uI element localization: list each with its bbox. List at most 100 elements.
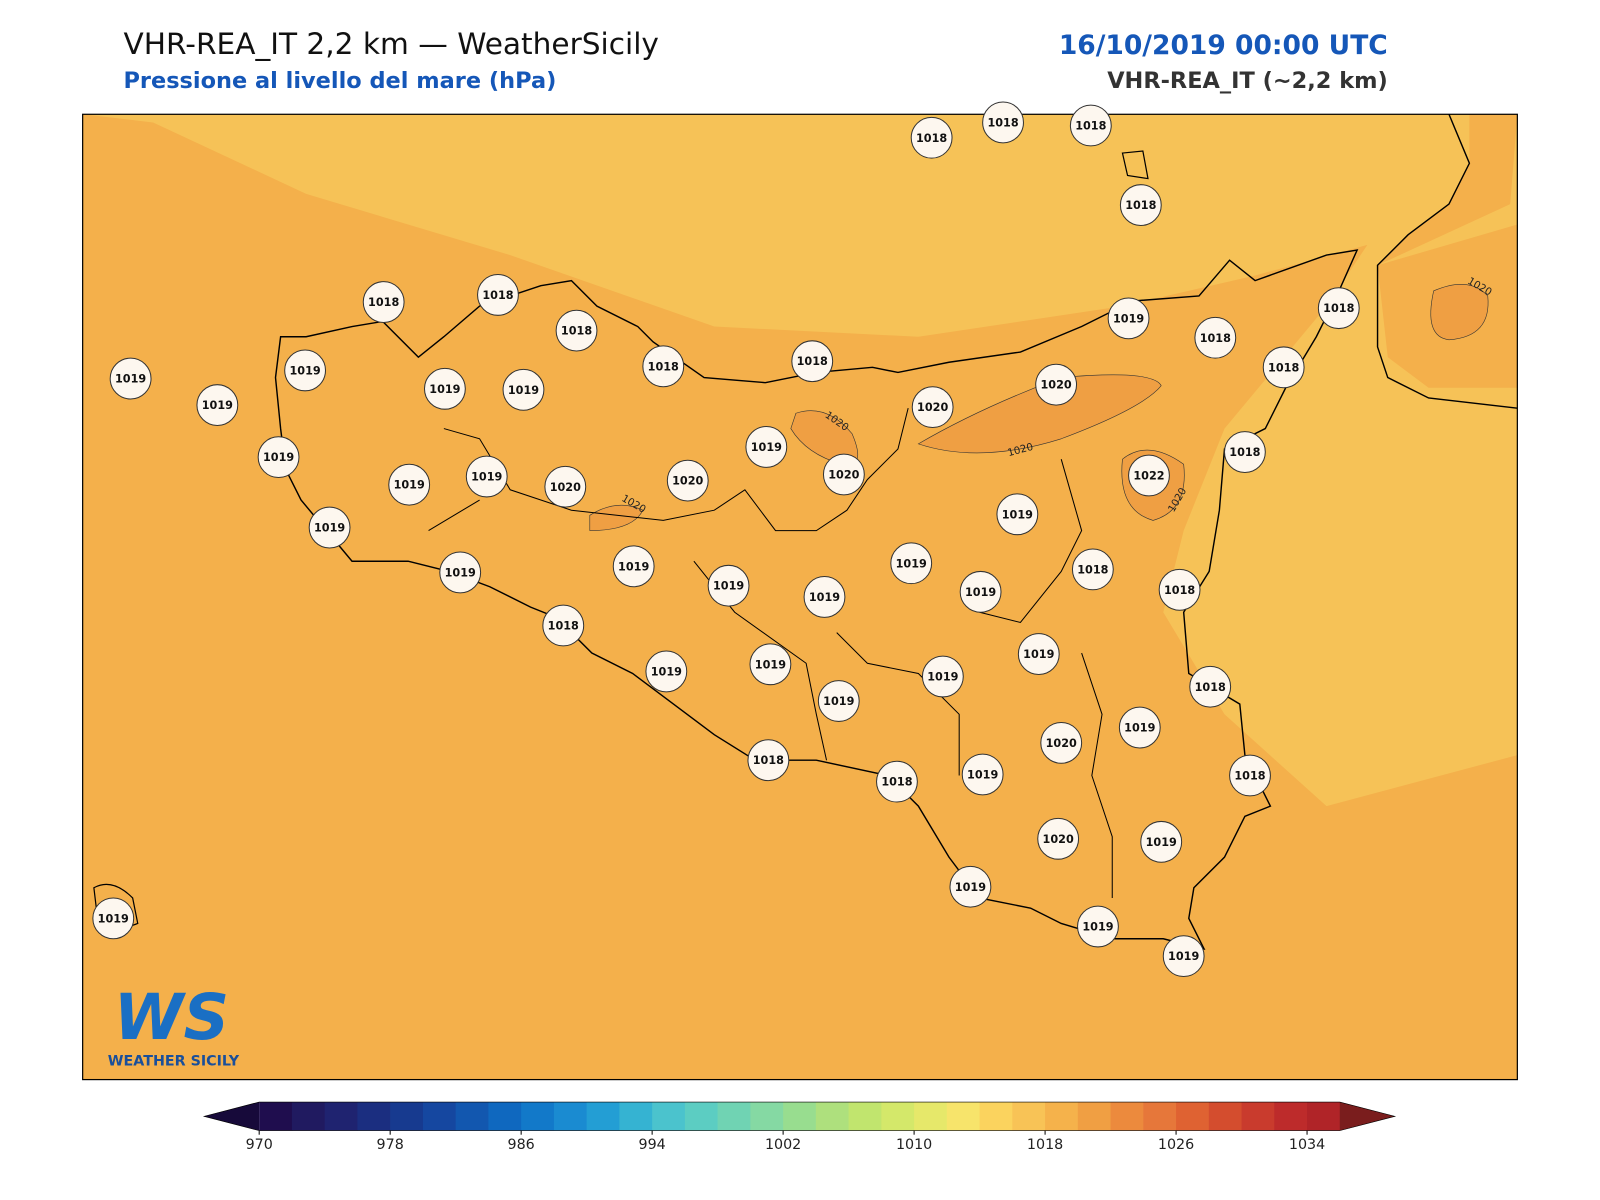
station-value: 1019	[651, 665, 682, 678]
colorbar-bin	[979, 1102, 1013, 1131]
colorbar-bin	[291, 1102, 326, 1131]
colorbar-bin	[553, 1102, 588, 1131]
colorbar-bin	[619, 1102, 653, 1131]
station-value: 1020	[1041, 379, 1072, 392]
colorbar-tick-label: 1034	[1289, 1137, 1325, 1153]
colorbar-tick-label: 1010	[896, 1137, 932, 1153]
colorbar-tick-label: 986	[508, 1137, 535, 1153]
station-marker	[921, 655, 964, 698]
station-marker	[707, 564, 750, 607]
station-value: 1020	[672, 475, 703, 488]
model: VHR-REA_IT (~2,2 km)	[1107, 68, 1388, 94]
station-marker	[1118, 706, 1161, 749]
station-value: 1019	[394, 479, 425, 492]
station-value: 1019	[471, 471, 502, 484]
colorbar-bin	[1077, 1102, 1112, 1131]
station-marker	[817, 680, 860, 722]
station-value: 1019	[713, 580, 744, 593]
station-marker	[749, 643, 792, 686]
station-marker	[1107, 297, 1150, 340]
station-value: 1019	[927, 671, 958, 684]
station-marker	[257, 436, 300, 479]
station-marker	[1037, 817, 1080, 860]
colorbar-bin	[324, 1102, 358, 1131]
station-marker	[477, 273, 519, 316]
station-marker	[1158, 568, 1201, 611]
station-marker	[423, 367, 466, 410]
colorbar-bin	[1110, 1102, 1144, 1131]
station-value: 1018	[1195, 681, 1226, 694]
colorbar-bin	[717, 1102, 751, 1131]
colorbar-bin	[1143, 1102, 1177, 1131]
station-marker	[1189, 665, 1232, 708]
station-value: 1019	[967, 769, 998, 782]
colorbar-bin	[848, 1102, 882, 1131]
colorbar-bin	[881, 1102, 915, 1131]
station-marker	[982, 101, 1024, 144]
station-value: 1019	[751, 441, 782, 454]
station-value: 1018	[1229, 446, 1260, 459]
station-marker	[822, 453, 865, 496]
station-value: 1019	[1023, 648, 1054, 661]
station-value: 1022	[1133, 470, 1164, 483]
station-value: 1019	[289, 364, 320, 377]
station-marker	[284, 349, 327, 392]
station-value: 1018	[753, 754, 784, 767]
colorbar-bin	[750, 1102, 784, 1131]
colorbar-bin	[488, 1102, 522, 1131]
colorbar-tick-label: 970	[246, 1137, 273, 1153]
colorbar-bin	[357, 1102, 391, 1131]
station-value: 1018	[1164, 584, 1195, 597]
station-value: 1018	[548, 620, 579, 633]
station-marker	[542, 604, 585, 647]
colorbar-bin	[1274, 1102, 1308, 1131]
logo-mark: WS	[114, 980, 229, 1054]
station-marker	[92, 897, 135, 940]
colorbar: 970 978 986 994 1002 1010 1018 1026 1034	[202, 1101, 1397, 1153]
station-marker	[642, 345, 685, 388]
station-value: 1018	[916, 132, 947, 145]
station-value: 1018	[648, 360, 679, 373]
station-marker	[502, 368, 545, 411]
station-marker	[666, 459, 709, 502]
colorbar-bin	[521, 1102, 555, 1131]
station-value: 1018	[1200, 332, 1231, 345]
station-marker	[791, 340, 834, 383]
datetime: 16/10/2019 00:00 UTC	[1059, 30, 1388, 61]
pressure-band	[82, 114, 1518, 807]
station-marker	[1071, 548, 1114, 591]
station-value: 1018	[1075, 120, 1106, 133]
colorbar-bin	[1045, 1102, 1079, 1131]
station-value: 1020	[550, 481, 581, 494]
station-marker	[949, 865, 992, 908]
station-marker	[1194, 316, 1237, 359]
station-marker	[747, 739, 790, 782]
station-marker	[1128, 454, 1170, 497]
station-value: 1019	[98, 912, 129, 925]
station-value: 1018	[368, 296, 399, 309]
station-marker	[1317, 287, 1360, 330]
colorbar-bin	[1176, 1102, 1210, 1131]
station-value: 1019	[263, 451, 294, 464]
station-marker	[1040, 721, 1083, 764]
coastline	[1376, 114, 1518, 409]
station-value: 1019	[202, 399, 233, 412]
station-value: 1019	[314, 522, 345, 535]
station-marker	[544, 465, 587, 508]
station-value: 1019	[896, 557, 927, 570]
station-marker	[1162, 935, 1205, 978]
station-marker	[1223, 431, 1266, 473]
station-value: 1019	[965, 586, 996, 599]
station-marker	[465, 455, 508, 498]
station-marker	[959, 570, 1002, 613]
colorbar-bin	[914, 1102, 948, 1131]
colorbar-over	[1339, 1102, 1395, 1131]
station-value: 1019	[809, 591, 840, 604]
station-value: 1018	[1125, 199, 1156, 212]
station-marker	[745, 426, 788, 468]
colorbar-tick-label: 994	[639, 1137, 666, 1153]
station-value: 1018	[1077, 563, 1108, 576]
station-value: 1018	[1268, 361, 1299, 374]
station-marker	[911, 386, 954, 429]
